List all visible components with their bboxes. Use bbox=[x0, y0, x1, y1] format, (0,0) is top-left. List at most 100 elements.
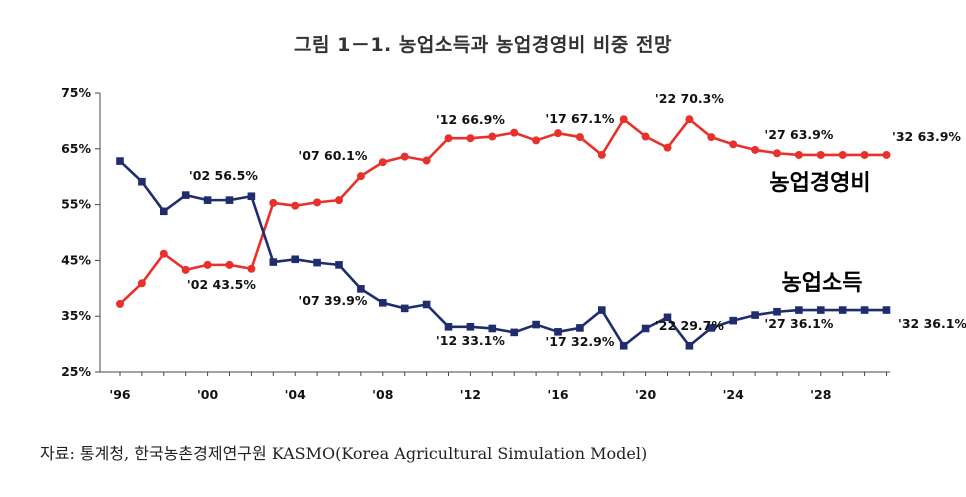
data-point bbox=[357, 285, 365, 293]
data-point bbox=[225, 260, 234, 269]
y-tick-label: 55% bbox=[61, 197, 91, 212]
data-point bbox=[838, 306, 847, 314]
source-note: 자료: 통계청, 한국농촌경제연구원 KASMO(Korea Agricultu… bbox=[40, 444, 648, 463]
data-label: '12 66.9% bbox=[436, 112, 505, 127]
data-point bbox=[619, 115, 628, 124]
data-label: '17 67.1% bbox=[545, 111, 614, 126]
data-point bbox=[729, 140, 738, 149]
data-point bbox=[882, 150, 891, 159]
data-point bbox=[685, 115, 694, 124]
x-tick-label: '00 bbox=[197, 387, 219, 402]
x-tick-label: '08 bbox=[372, 387, 393, 402]
data-point bbox=[422, 300, 431, 309]
data-point bbox=[203, 260, 212, 269]
data-point bbox=[181, 265, 190, 274]
data-label: '32 63.9% bbox=[892, 129, 961, 144]
data-point bbox=[466, 134, 475, 143]
data-point bbox=[159, 249, 168, 258]
data-label: '07 39.9% bbox=[298, 293, 367, 308]
data-point bbox=[335, 261, 343, 269]
data-point bbox=[225, 196, 234, 204]
data-point bbox=[576, 324, 584, 332]
data-point bbox=[773, 307, 781, 316]
data-label: '27 36.1% bbox=[764, 316, 833, 331]
y-tick-label: 25% bbox=[61, 364, 91, 379]
data-label: '02 56.5% bbox=[189, 168, 258, 183]
data-point bbox=[597, 150, 606, 159]
data-point bbox=[313, 198, 322, 207]
data-point bbox=[860, 150, 869, 159]
data-label: '07 60.1% bbox=[298, 148, 367, 163]
data-point bbox=[378, 158, 387, 167]
x-tick-label: '28 bbox=[810, 387, 831, 402]
data-point bbox=[444, 134, 453, 143]
data-label: '32 36.1% bbox=[898, 316, 966, 331]
data-point bbox=[488, 132, 497, 141]
data-point bbox=[379, 299, 387, 307]
data-point bbox=[422, 156, 431, 165]
data-point bbox=[795, 306, 803, 314]
data-point bbox=[466, 323, 475, 331]
data-point bbox=[817, 306, 825, 314]
data-point bbox=[641, 132, 650, 141]
data-point bbox=[773, 149, 781, 158]
data-point bbox=[663, 143, 672, 152]
data-point bbox=[400, 152, 409, 161]
x-tick-label: '20 bbox=[635, 387, 657, 402]
data-point bbox=[751, 311, 759, 319]
data-point bbox=[532, 320, 540, 329]
data-point bbox=[860, 306, 869, 314]
series-label-cost: 농업경영비 bbox=[769, 171, 870, 196]
x-tick-label: '24 bbox=[723, 387, 745, 402]
data-point bbox=[729, 316, 737, 325]
x-tick-label: '16 bbox=[547, 387, 569, 402]
data-point bbox=[269, 198, 278, 207]
y-tick-label: 35% bbox=[61, 308, 91, 323]
data-point bbox=[685, 341, 694, 350]
x-tick-label: '96 bbox=[109, 387, 131, 402]
data-point bbox=[269, 258, 278, 266]
data-point bbox=[882, 306, 891, 314]
data-point bbox=[291, 255, 299, 264]
data-point bbox=[247, 192, 256, 201]
data-point bbox=[838, 150, 847, 159]
data-point bbox=[247, 264, 256, 273]
data-point bbox=[181, 191, 190, 199]
data-point bbox=[444, 323, 453, 331]
data-point bbox=[400, 304, 409, 313]
chart-title: 그림 1－1. 농업소득과 농업경영비 비중 전망 bbox=[294, 34, 672, 56]
data-point bbox=[356, 172, 365, 181]
data-point bbox=[707, 133, 716, 142]
data-point bbox=[554, 129, 562, 138]
data-point bbox=[575, 133, 584, 142]
data-point bbox=[510, 128, 519, 137]
data-point bbox=[160, 207, 168, 216]
data-point bbox=[291, 201, 300, 210]
data-point bbox=[532, 136, 541, 145]
data-point bbox=[619, 341, 628, 350]
series-label-income: 농업소득 bbox=[782, 271, 863, 296]
data-point bbox=[641, 324, 650, 333]
data-point bbox=[510, 328, 518, 337]
data-point bbox=[554, 328, 562, 336]
data-point bbox=[707, 324, 716, 332]
data-label: '27 63.9% bbox=[764, 127, 833, 142]
data-label: '22 29.7% bbox=[655, 318, 724, 333]
data-point bbox=[116, 299, 124, 308]
data-point bbox=[335, 196, 343, 205]
data-point bbox=[203, 196, 212, 204]
data-point bbox=[751, 145, 760, 154]
data-point bbox=[598, 306, 606, 314]
y-tick-label: 65% bbox=[61, 141, 91, 156]
data-point bbox=[794, 150, 803, 159]
data-point bbox=[488, 324, 497, 333]
x-tick-label: '12 bbox=[460, 387, 481, 402]
data-point bbox=[137, 279, 146, 288]
x-tick-label: '04 bbox=[285, 387, 307, 402]
data-point bbox=[663, 313, 672, 322]
data-label: '12 33.1% bbox=[436, 333, 505, 348]
y-tick-label: 75% bbox=[61, 85, 91, 100]
data-label: '22 70.3% bbox=[655, 91, 724, 106]
data-point bbox=[816, 150, 825, 159]
